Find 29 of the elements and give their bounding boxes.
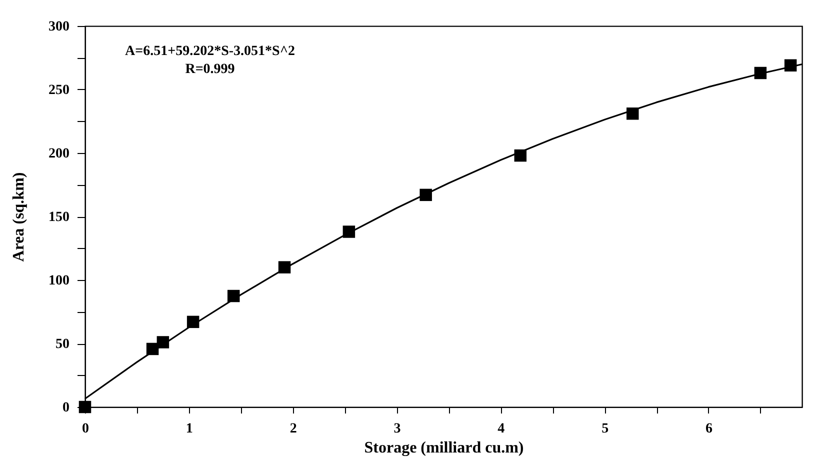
- x-tick-label: 1: [186, 422, 193, 436]
- point: [146, 342, 159, 356]
- y-tick-label: 200: [48, 146, 70, 162]
- point: [420, 188, 432, 202]
- y-tick-label: 300: [48, 20, 70, 34]
- y-tick-label: 100: [48, 274, 70, 288]
- x-tick-label: 2: [290, 422, 297, 436]
- y-tick-label: 250: [48, 83, 70, 98]
- point: [514, 149, 527, 162]
- annotation: A=6.51+59.202*S-3.051*S^2: [125, 44, 295, 59]
- y-tick-label: 0: [62, 400, 70, 416]
- point: [186, 316, 200, 328]
- x-tick-label: 0: [82, 422, 89, 436]
- point: [754, 66, 767, 80]
- y-tick-label: 150: [48, 210, 70, 225]
- x-tick-label: 4: [498, 422, 505, 436]
- point: [278, 261, 291, 274]
- y-axis-title: Area (sq.km): [10, 172, 28, 262]
- point: [156, 336, 170, 348]
- point: [626, 108, 639, 120]
- x-tick-label: 5: [602, 422, 609, 436]
- point: [784, 59, 797, 72]
- y-tick-label: 50: [56, 337, 70, 352]
- annotation: R=0.999: [185, 62, 235, 77]
- x-tick-label: 6: [705, 422, 712, 436]
- point: [342, 226, 356, 238]
- x-axis-title: Storage (milliard cu.m): [364, 440, 524, 456]
- x-tick-label: 3: [394, 422, 401, 436]
- point: [227, 290, 240, 302]
